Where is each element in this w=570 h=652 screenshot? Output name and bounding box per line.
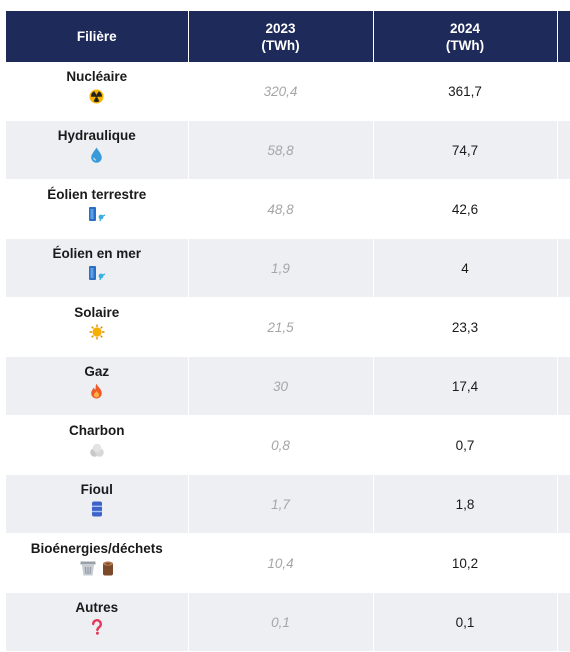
sun-icon (89, 324, 105, 340)
filiere-icons (89, 88, 104, 104)
filiere-label: Autres (75, 600, 119, 615)
filiere-cell: Éolien en mer (6, 238, 189, 298)
filiere-cell: Solaire (6, 297, 189, 357)
value-2024: 1,8 (373, 474, 558, 534)
filiere-cell: Éolien terrestre (6, 179, 189, 239)
radioactive-icon (89, 88, 104, 104)
header-2024-unit: (TWh) (445, 37, 485, 53)
table-row: Fioul 1,7 1,8 (6, 474, 570, 534)
filiere-label: Charbon (69, 423, 125, 438)
filiere-label: Gaz (84, 364, 110, 379)
value-2024: 42,6 (373, 179, 558, 239)
filiere-icons (80, 560, 114, 576)
filiere-label: Éolien en mer (52, 246, 142, 261)
filiere-icons (90, 383, 103, 399)
spacer-cell (557, 297, 570, 357)
filiere-icons (88, 206, 106, 222)
header-2024-year: 2024 (449, 20, 481, 36)
header-2023-unit: (TWh) (261, 37, 300, 53)
spacer-cell (557, 474, 570, 534)
production-table: Filière 2023 (TWh) 2024 (TWh) Nucléaire (6, 11, 570, 652)
table-row: Bioénergies/déchets 10,4 10,2 (6, 533, 570, 593)
value-2023: 320,4 (188, 62, 374, 121)
value-2024: 0,7 (373, 415, 558, 475)
filiere-cell: Gaz (6, 356, 189, 416)
value-2024: 4 (373, 238, 558, 298)
filiere-cell: Autres (6, 592, 189, 652)
header-row: Filière 2023 (TWh) 2024 (TWh) (6, 11, 570, 62)
filiere-cell: Charbon (6, 415, 189, 475)
filiere-cell: Nucléaire (6, 62, 189, 121)
value-2023: 0,8 (188, 415, 374, 475)
value-2023: 30 (188, 356, 374, 416)
filiere-icons (91, 619, 103, 635)
wind-turbine-icon (88, 206, 106, 222)
value-2024: 17,4 (373, 356, 558, 416)
spacer-cell (557, 62, 570, 121)
filiere-icons (88, 265, 106, 281)
filiere-cell: Bioénergies/déchets (6, 533, 189, 593)
spacer-cell (557, 592, 570, 652)
header-2023-year: 2023 (265, 20, 296, 36)
trash-bin-icon (80, 561, 96, 576)
water-drop-icon (90, 147, 103, 163)
table-row: Autres 0,1 0,1 (6, 592, 570, 652)
table-row: Charbon 0,8 0,7 (6, 415, 570, 475)
header-spacer (557, 11, 570, 62)
header-filiere-label: Filière (76, 29, 117, 44)
value-2023: 0,1 (188, 592, 374, 652)
filiere-label: Éolien terrestre (47, 187, 147, 202)
table-body: Nucléaire 320,4 361,7 Hydraulique (6, 62, 570, 652)
table-row: Éolien terrestre 48,8 42,6 (6, 179, 570, 239)
spacer-cell (557, 533, 570, 593)
table-row: Hydraulique 58,8 74,7 (6, 120, 570, 180)
spacer-cell (557, 120, 570, 180)
value-2024: 23,3 (373, 297, 558, 357)
value-2023: 58,8 (188, 120, 374, 180)
value-2024: 74,7 (373, 120, 558, 180)
value-2024: 10,2 (373, 533, 558, 593)
value-2023: 10,4 (188, 533, 374, 593)
oil-barrel-icon (91, 501, 103, 517)
filiere-cell: Fioul (6, 474, 189, 534)
spacer-cell (557, 238, 570, 298)
filiere-label: Solaire (74, 305, 120, 320)
filiere-icons (90, 147, 103, 163)
table-row: Éolien en mer 1,9 4 (6, 238, 570, 298)
table-row: Gaz 30 17,4 (6, 356, 570, 416)
table-row: Nucléaire 320,4 361,7 (6, 62, 570, 121)
filiere-label: Fioul (80, 482, 113, 497)
value-2023: 1,9 (188, 238, 374, 298)
value-2023: 48,8 (188, 179, 374, 239)
value-2024: 361,7 (373, 62, 558, 121)
value-2024: 0,1 (373, 592, 558, 652)
value-2023: 21,5 (188, 297, 374, 357)
header-2023: 2023 (TWh) (188, 11, 374, 62)
spacer-cell (557, 356, 570, 416)
spacer-cell (557, 415, 570, 475)
table-header: Filière 2023 (TWh) 2024 (TWh) (6, 11, 570, 62)
filiere-cell: Hydraulique (6, 120, 189, 180)
table-row: Solaire 21,5 23,3 (6, 297, 570, 357)
filiere-label: Hydraulique (57, 128, 136, 143)
coal-icon (89, 443, 105, 458)
header-2024: 2024 (TWh) (373, 11, 558, 62)
flame-icon (90, 383, 103, 399)
filiere-label: Nucléaire (66, 69, 128, 84)
value-2023: 1,7 (188, 474, 374, 534)
production-table-container: Filière 2023 (TWh) 2024 (TWh) Nucléaire (6, 11, 570, 652)
filiere-icons (89, 442, 105, 458)
spacer-cell (557, 179, 570, 239)
question-mark-icon (91, 619, 103, 635)
filiere-label: Bioénergies/déchets (30, 541, 163, 556)
filiere-icons (89, 324, 105, 340)
filiere-icons (91, 501, 103, 517)
header-filiere: Filière (6, 11, 189, 62)
wind-turbine-icon (88, 265, 106, 281)
wood-log-icon (102, 561, 114, 576)
